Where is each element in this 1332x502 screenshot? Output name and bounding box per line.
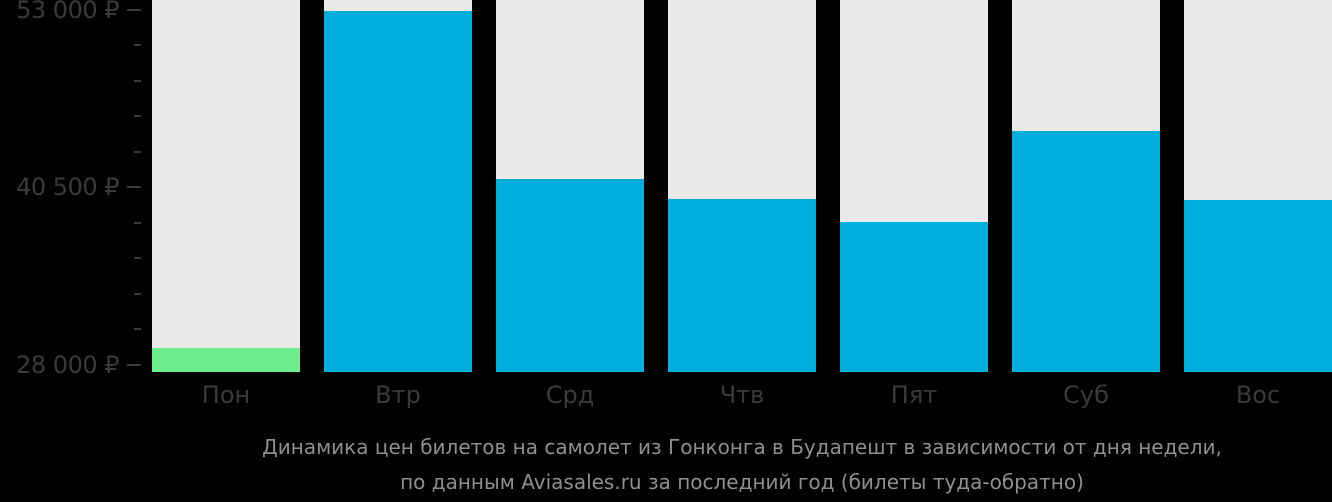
bar-column [152, 0, 300, 372]
bar-column [1012, 0, 1160, 372]
bar-column [668, 0, 816, 372]
y-axis-minor-tick [134, 257, 141, 260]
y-axis-minor-tick [134, 221, 141, 224]
price-bar-Вос[interactable] [1184, 200, 1332, 372]
plot-area [152, 0, 1332, 372]
chart-caption: Динамика цен билетов на самолет из Гонко… [152, 430, 1332, 500]
y-axis-minor-tick [134, 79, 141, 82]
bar-column [1184, 0, 1332, 372]
x-axis-label: Чтв [719, 381, 765, 409]
x-axis-label: Вос [1235, 381, 1281, 409]
y-axis-tick-label: 53 000 ₽ [16, 0, 119, 24]
price-bar-Пят[interactable] [840, 221, 988, 372]
price-bar-Пон[interactable] [152, 347, 300, 372]
x-axis-label: Срд [545, 381, 595, 409]
y-axis-major-tick [127, 8, 141, 11]
price-bar-Чтв[interactable] [668, 198, 816, 372]
bar-column [324, 0, 472, 372]
y-axis-minor-tick [134, 328, 141, 331]
caption-line-2: по данным Aviasales.ru за последний год … [400, 470, 1084, 494]
x-axis-label: Пят [890, 381, 938, 409]
caption-line-1: Динамика цен билетов на самолет из Гонко… [262, 435, 1222, 459]
y-axis-minor-tick [134, 150, 141, 153]
y-axis-minor-tick [134, 292, 141, 295]
y-axis-major-tick [127, 363, 141, 366]
x-axis-label: Пон [201, 381, 251, 409]
price-bar-Суб[interactable] [1012, 130, 1160, 372]
y-axis-minor-tick [134, 44, 141, 47]
bar-column [840, 0, 988, 372]
price-bar-Втр[interactable] [324, 11, 472, 372]
bar-column [496, 0, 644, 372]
y-axis-major-tick [127, 186, 141, 189]
y-axis-tick-label: 28 000 ₽ [16, 350, 119, 379]
x-axis-label: Суб [1063, 381, 1109, 409]
y-axis: 53 000 ₽ 40 500 ₽ 28 000 ₽ [0, 0, 152, 379]
x-axis-labels: Пон Втр Срд Чтв Пят Суб Вос [152, 381, 1332, 409]
x-axis-label: Втр [375, 381, 421, 409]
y-axis-tick-label: 40 500 ₽ [16, 173, 119, 202]
price-bar-Срд[interactable] [496, 178, 644, 372]
y-axis-minor-tick [134, 115, 141, 118]
